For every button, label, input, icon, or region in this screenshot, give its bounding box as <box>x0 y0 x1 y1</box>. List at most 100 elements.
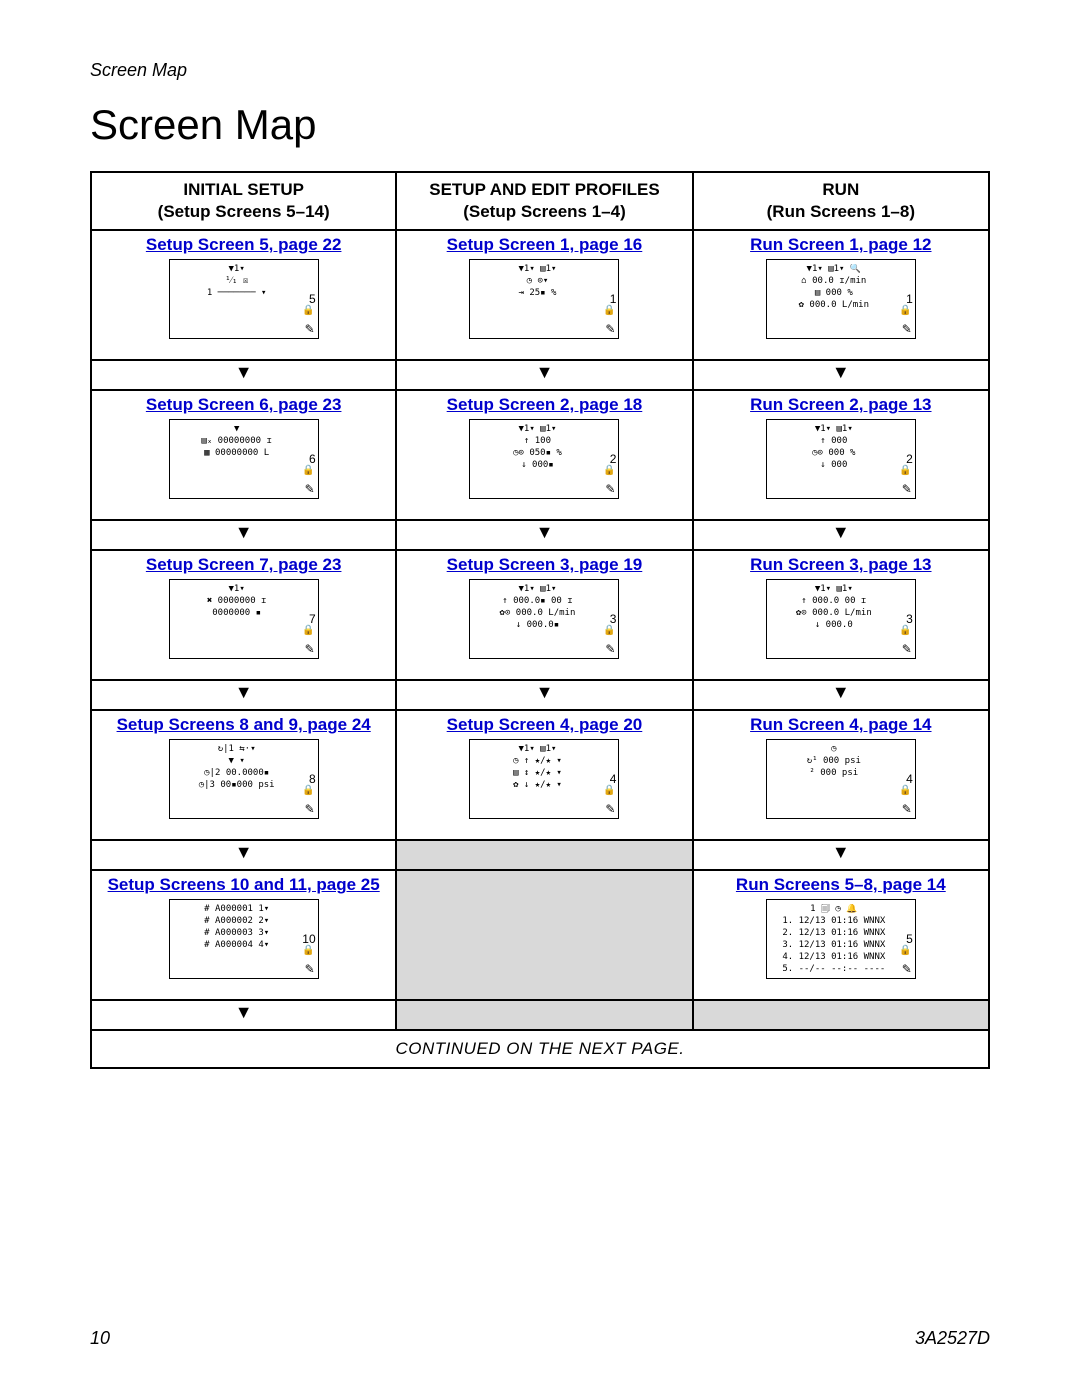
screen-link[interactable]: Setup Screens 10 and 11, page 25 <box>98 875 389 895</box>
screen-link[interactable]: Run Screen 3, page 13 <box>700 555 982 575</box>
thumb-row: ◷|2 00.0000▪ <box>176 768 298 779</box>
thumb-row: # A000002 2▾ <box>176 916 298 927</box>
screen-thumbnail: ▼▤ₓ 00000000 ɪ▦ 00000000 L6🔒✎ <box>169 419 319 499</box>
screen-thumbnail: ▼1▾¹⁄₁ ☒ 1 ─────── ▾5🔒✎ <box>169 259 319 339</box>
thumb-row: 3. 12/13 01:16 WNNX <box>773 940 895 951</box>
down-arrow-cell: ▼ <box>693 520 989 550</box>
screen-link[interactable]: Setup Screens 8 and 9, page 24 <box>98 715 389 735</box>
thumb-row: ◷ ⊙▾ <box>476 276 598 287</box>
screen-thumbnail: ▼1▾ ▤1▾◷ ⊙▾⇥ 25▪ %1🔒✎ <box>469 259 619 339</box>
thumb-row: ▼ <box>176 424 298 435</box>
thumb-row: ✿ 000.0 L/min <box>773 300 895 311</box>
col-header-initial-setup: INITIAL SETUP (Setup Screens 5–14) <box>91 172 396 230</box>
running-head: Screen Map <box>90 60 990 81</box>
screen-thumbnail: ▼1▾✖ 0000000 ɪ 0000000 ▪7🔒✎ <box>169 579 319 659</box>
chevron-down-icon: ▼ <box>235 841 253 863</box>
pencil-icon: ✎ <box>305 642 315 656</box>
pencil-icon: ✎ <box>605 802 615 816</box>
thumb-row: # A000003 3▾ <box>176 928 298 939</box>
screen-link[interactable]: Run Screen 2, page 13 <box>700 395 982 415</box>
screen-link[interactable]: Setup Screen 1, page 16 <box>403 235 685 255</box>
down-arrow-cell: ▼ <box>91 520 396 550</box>
pencil-icon: ✎ <box>902 322 912 336</box>
thumb-row: ▼1▾ ▤1▾ <box>476 424 598 435</box>
thumb-row: ↓ 000 <box>773 460 895 471</box>
screen-link[interactable]: Setup Screen 6, page 23 <box>98 395 389 415</box>
thumb-row: ✿⊙ 000.0 L/min <box>476 608 598 619</box>
thumb-row: 1. 12/13 01:16 WNNX <box>773 916 895 927</box>
thumb-row: ◷⊙ 000 % <box>773 448 895 459</box>
lock-icon: 🔒 <box>899 785 911 796</box>
thumb-row: ↑ 000 <box>773 436 895 447</box>
map-cell: Run Screen 2, page 13 ▼1▾ ▤1▾ ↑ 000◷⊙ 000… <box>693 390 989 520</box>
chevron-down-icon: ▼ <box>832 841 850 863</box>
down-arrow-cell: ▼ <box>396 680 692 710</box>
empty-cell <box>396 1000 692 1030</box>
thumb-row: ✿ ↓ ★/★ ▾ <box>476 780 598 791</box>
thumb-row: # A000004 4▾ <box>176 940 298 951</box>
chevron-down-icon: ▼ <box>536 681 554 703</box>
screen-thumbnail: ↻|1 ⇆⋅▾▼ ▾◷|2 00.0000▪◷|3 00▪000 psi8🔒✎ <box>169 739 319 819</box>
screen-map-table: INITIAL SETUP (Setup Screens 5–14) SETUP… <box>90 171 990 1069</box>
chevron-down-icon: ▼ <box>832 361 850 383</box>
col-heading-2: SETUP AND EDIT PROFILES <box>429 180 659 199</box>
thumb-row: ◷ <box>773 744 895 755</box>
thumb-row: ◷|3 00▪000 psi <box>176 780 298 791</box>
map-cell: Run Screen 1, page 12▼1▾ ▤1▾ 🔍⌂ 00.0 ɪ/m… <box>693 230 989 360</box>
map-cell: Run Screen 3, page 13 ▼1▾ ▤1▾ ↑ 000.0 00 … <box>693 550 989 680</box>
thumb-row: ✿⊙ 000.0 L/min <box>773 608 895 619</box>
pencil-icon: ✎ <box>902 642 912 656</box>
pencil-icon: ✎ <box>902 962 912 976</box>
doc-id: 3A2527D <box>915 1328 990 1349</box>
thumb-row: ↑ 000.0▪ 00 ɪ <box>476 596 598 607</box>
lock-icon: 🔒 <box>302 625 314 636</box>
thumb-row: 0000000 ▪ <box>176 608 298 619</box>
thumb-row: ▤ ↕ ★/★ ▾ <box>476 768 598 779</box>
map-cell: Setup Screen 6, page 23 ▼▤ₓ 00000000 ɪ▦ 0… <box>91 390 396 520</box>
screen-thumbnail: ▼1▾ ▤1▾ ↑ 000.0▪ 00 ɪ✿⊙ 000.0 L/min ↓ 00… <box>469 579 619 659</box>
thumb-row: ▼1▾ ▤1▾ <box>476 584 598 595</box>
down-arrow-cell: ▼ <box>693 680 989 710</box>
thumb-row: ↻¹ 000 psi <box>773 756 895 767</box>
pencil-icon: ✎ <box>605 482 615 496</box>
map-cell: Run Screen 4, page 14 ◷↻¹ 000 psi ² 000 … <box>693 710 989 840</box>
pencil-icon: ✎ <box>305 962 315 976</box>
screen-thumbnail: ▼1▾ ▤1▾ ↑ 000.0 00 ɪ✿⊙ 000.0 L/min ↓ 000… <box>766 579 916 659</box>
thumb-row: ◷ ↑ ★/★ ▾ <box>476 756 598 767</box>
thumb-row: ▼1▾ ▤1▾ <box>773 584 895 595</box>
map-cell: Setup Screen 2, page 18▼1▾ ▤1▾ ↑ 100◷⊙ 0… <box>396 390 692 520</box>
lock-icon: 🔒 <box>302 465 314 476</box>
screen-thumbnail: # A000001 1▾# A000002 2▾# A000003 3▾# A0… <box>169 899 319 979</box>
map-cell: Setup Screen 3, page 19 ▼1▾ ▤1▾ ↑ 000.0▪ … <box>396 550 692 680</box>
down-arrow-cell: ▼ <box>693 840 989 870</box>
lock-icon: 🔒 <box>899 305 911 316</box>
map-cell: Setup Screen 1, page 16 ▼1▾ ▤1▾◷ ⊙▾⇥ 25▪ … <box>396 230 692 360</box>
map-cell: Setup Screen 5, page 22 ▼1▾¹⁄₁ ☒ 1 ──────… <box>91 230 396 360</box>
thumb-row: 5. --/-- --:-- ---- <box>773 964 895 975</box>
down-arrow-cell: ▼ <box>91 680 396 710</box>
down-arrow-cell: ▼ <box>91 360 396 390</box>
thumb-row: ↓ 000.0 <box>773 620 895 631</box>
map-cell: Setup Screens 10 and 11, page 25 # A00000… <box>91 870 396 1000</box>
screen-link[interactable]: Setup Screen 5, page 22 <box>98 235 389 255</box>
screen-link[interactable]: Setup Screen 2, page 18 <box>403 395 685 415</box>
thumb-row: ▼1▾ <box>176 264 298 275</box>
screen-link[interactable]: Setup Screen 4, page 20 <box>403 715 685 735</box>
screen-link[interactable]: Run Screens 5–8, page 14 <box>700 875 982 895</box>
pencil-icon: ✎ <box>605 322 615 336</box>
lock-icon: 🔒 <box>899 625 911 636</box>
map-cell: Setup Screen 7, page 23▼1▾✖ 0000000 ɪ 00… <box>91 550 396 680</box>
screen-thumbnail: ▼1▾ ▤1▾ ↑ 000◷⊙ 000 % ↓ 0002🔒✎ <box>766 419 916 499</box>
col-subheading-3: (Run Screens 1–8) <box>767 202 915 221</box>
thumb-row: ◷⊙ 050▪ % <box>476 448 598 459</box>
screen-link[interactable]: Setup Screen 3, page 19 <box>403 555 685 575</box>
screen-link[interactable]: Run Screen 4, page 14 <box>700 715 982 735</box>
col-subheading-1: (Setup Screens 5–14) <box>158 202 330 221</box>
thumb-row: ⇥ 25▪ % <box>476 288 598 299</box>
col-heading-3: RUN <box>822 180 859 199</box>
chevron-down-icon: ▼ <box>235 521 253 543</box>
screen-link[interactable]: Run Screen 1, page 12 <box>700 235 982 255</box>
screen-link[interactable]: Setup Screen 7, page 23 <box>98 555 389 575</box>
pencil-icon: ✎ <box>305 802 315 816</box>
down-arrow-cell: ▼ <box>693 360 989 390</box>
